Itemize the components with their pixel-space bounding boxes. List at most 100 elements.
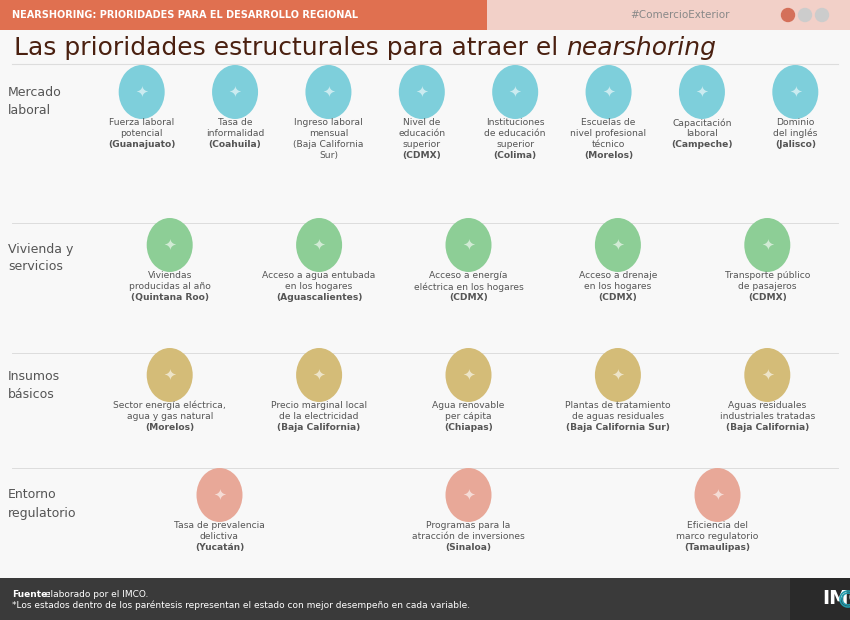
Text: Acceso a energía: Acceso a energía — [429, 271, 507, 280]
Text: Instituciones: Instituciones — [486, 118, 545, 127]
Text: Precio marginal local: Precio marginal local — [271, 401, 367, 410]
Text: elaborado por el IMCO.: elaborado por el IMCO. — [42, 590, 149, 599]
Text: (Jalisco): (Jalisco) — [775, 140, 816, 149]
Text: Acceso a drenaje: Acceso a drenaje — [579, 271, 657, 280]
Text: Transporte público: Transporte público — [724, 271, 810, 280]
Text: (Baja California): (Baja California) — [277, 423, 360, 432]
Text: (Guanajuato): (Guanajuato) — [108, 140, 175, 149]
Text: ✦: ✦ — [695, 84, 708, 99]
Text: (Colima): (Colima) — [494, 151, 536, 160]
Text: Las prioridades estructurales para atraer el: Las prioridades estructurales para atrae… — [14, 36, 566, 60]
Ellipse shape — [492, 65, 538, 119]
Text: ✦: ✦ — [509, 84, 522, 99]
Ellipse shape — [305, 65, 351, 119]
Text: Capacitación: Capacitación — [672, 118, 732, 128]
Ellipse shape — [296, 218, 342, 272]
Text: (Aguascalientes): (Aguascalientes) — [276, 293, 362, 302]
Ellipse shape — [147, 348, 193, 402]
Text: atracción de inversiones: atracción de inversiones — [412, 532, 524, 541]
Text: (Yucatán): (Yucatán) — [195, 543, 244, 552]
Text: Ingreso laboral: Ingreso laboral — [294, 118, 363, 127]
Text: superior: superior — [496, 140, 535, 149]
Ellipse shape — [399, 65, 445, 119]
Text: ✦: ✦ — [416, 84, 428, 99]
Circle shape — [798, 9, 812, 22]
Text: NEARSHORING: PRIORIDADES PARA EL DESARROLLO REGIONAL: NEARSHORING: PRIORIDADES PARA EL DESARRO… — [12, 10, 358, 20]
Text: ✦: ✦ — [313, 237, 326, 252]
Text: Vivienda y
servicios: Vivienda y servicios — [8, 242, 73, 273]
Text: nivel profesional: nivel profesional — [570, 129, 647, 138]
Text: de la electricidad: de la electricidad — [280, 412, 359, 421]
Text: Escuelas de: Escuelas de — [581, 118, 636, 127]
Text: ✦: ✦ — [163, 237, 176, 252]
Text: educación: educación — [399, 129, 445, 138]
Text: Entorno
regulatorio: Entorno regulatorio — [8, 489, 77, 520]
Ellipse shape — [773, 65, 819, 119]
Ellipse shape — [679, 65, 725, 119]
Text: *Los estados dentro de los paréntesis representan el estado con mejor desempeño : *Los estados dentro de los paréntesis re… — [12, 601, 470, 611]
Ellipse shape — [445, 468, 491, 522]
Text: ✦: ✦ — [213, 487, 226, 502]
Text: Aguas residuales: Aguas residuales — [728, 401, 807, 410]
Text: del inglés: del inglés — [774, 129, 818, 138]
Text: Plantas de tratamiento: Plantas de tratamiento — [565, 401, 671, 410]
Text: industriales tratadas: industriales tratadas — [720, 412, 815, 421]
Text: ✦: ✦ — [602, 84, 615, 99]
Ellipse shape — [595, 348, 641, 402]
Text: eléctrica en los hogares: eléctrica en los hogares — [414, 282, 524, 291]
Text: Nivel de: Nivel de — [403, 118, 440, 127]
Text: ✦: ✦ — [761, 368, 774, 383]
Text: ✦: ✦ — [611, 237, 624, 252]
Text: Agua renovable: Agua renovable — [433, 401, 505, 410]
FancyBboxPatch shape — [0, 0, 487, 30]
Text: ✦: ✦ — [611, 368, 624, 383]
Text: ✦: ✦ — [462, 368, 475, 383]
Ellipse shape — [586, 65, 632, 119]
Text: ✦: ✦ — [789, 84, 802, 99]
Text: ✦: ✦ — [711, 487, 724, 502]
Ellipse shape — [445, 218, 491, 272]
Ellipse shape — [147, 218, 193, 272]
Text: per cápita: per cápita — [445, 412, 492, 421]
Text: (CDMX): (CDMX) — [402, 151, 441, 160]
Text: (Morelos): (Morelos) — [584, 151, 633, 160]
Ellipse shape — [196, 468, 242, 522]
Text: ✦: ✦ — [322, 84, 335, 99]
Text: Sector energía eléctrica,: Sector energía eléctrica, — [113, 401, 226, 410]
Text: marco regulatorio: marco regulatorio — [677, 532, 759, 541]
Text: Mercado
laboral: Mercado laboral — [8, 87, 62, 118]
Text: Sur): Sur) — [319, 151, 338, 160]
Text: (Baja California): (Baja California) — [726, 423, 809, 432]
Text: producidas al año: producidas al año — [128, 282, 211, 291]
Ellipse shape — [212, 65, 258, 119]
Text: de pasajeros: de pasajeros — [738, 282, 796, 291]
Ellipse shape — [595, 218, 641, 272]
FancyBboxPatch shape — [0, 578, 790, 620]
Ellipse shape — [296, 348, 342, 402]
Text: en los hogares: en los hogares — [584, 282, 651, 291]
Text: en los hogares: en los hogares — [286, 282, 353, 291]
Text: Insumos
básicos: Insumos básicos — [8, 371, 60, 402]
Text: ✦: ✦ — [135, 84, 148, 99]
Text: (Morelos): (Morelos) — [145, 423, 195, 432]
Text: (Baja California Sur): (Baja California Sur) — [566, 423, 670, 432]
Text: ✦: ✦ — [462, 487, 475, 502]
Text: Fuerza laboral: Fuerza laboral — [109, 118, 174, 127]
Text: Dominio: Dominio — [776, 118, 814, 127]
Text: (Campeche): (Campeche) — [672, 140, 733, 149]
Ellipse shape — [445, 348, 491, 402]
Text: (Tamaulipas): (Tamaulipas) — [684, 543, 751, 552]
Text: (CDMX): (CDMX) — [748, 293, 786, 302]
Text: ✦: ✦ — [229, 84, 241, 99]
Text: Programas para la: Programas para la — [427, 521, 511, 530]
Text: ✦: ✦ — [462, 237, 475, 252]
Text: (Quintana Roo): (Quintana Roo) — [131, 293, 209, 302]
Ellipse shape — [694, 468, 740, 522]
Text: Tasa de prevalencia: Tasa de prevalencia — [174, 521, 265, 530]
Text: mensual: mensual — [309, 129, 348, 138]
Circle shape — [781, 9, 795, 22]
Text: agua y gas natural: agua y gas natural — [127, 412, 212, 421]
Text: de aguas residuales: de aguas residuales — [572, 412, 664, 421]
Ellipse shape — [745, 218, 791, 272]
FancyBboxPatch shape — [790, 578, 850, 620]
